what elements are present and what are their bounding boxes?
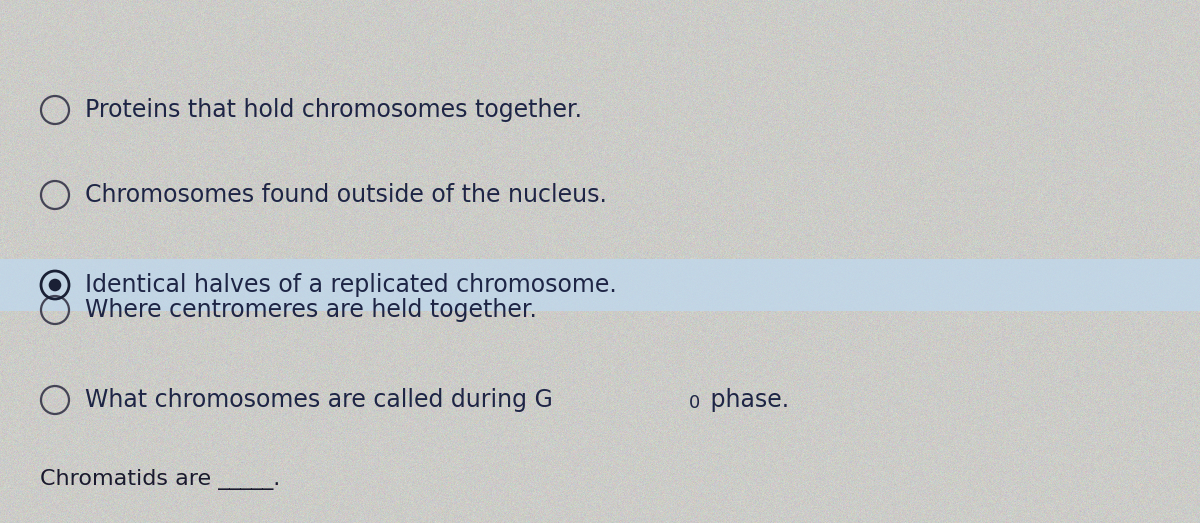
Text: Chromatids are _____.: Chromatids are _____. xyxy=(40,470,281,491)
Text: phase.: phase. xyxy=(703,388,790,412)
Circle shape xyxy=(49,279,61,291)
Text: Chromosomes found outside of the nucleus.: Chromosomes found outside of the nucleus… xyxy=(85,183,607,207)
FancyBboxPatch shape xyxy=(0,259,1200,311)
Text: Where centromeres are held together.: Where centromeres are held together. xyxy=(85,298,536,322)
Text: What chromosomes are called during G: What chromosomes are called during G xyxy=(85,388,553,412)
Text: 0: 0 xyxy=(689,394,700,412)
Text: Identical halves of a replicated chromosome.: Identical halves of a replicated chromos… xyxy=(85,273,617,297)
Text: Proteins that hold chromosomes together.: Proteins that hold chromosomes together. xyxy=(85,98,582,122)
